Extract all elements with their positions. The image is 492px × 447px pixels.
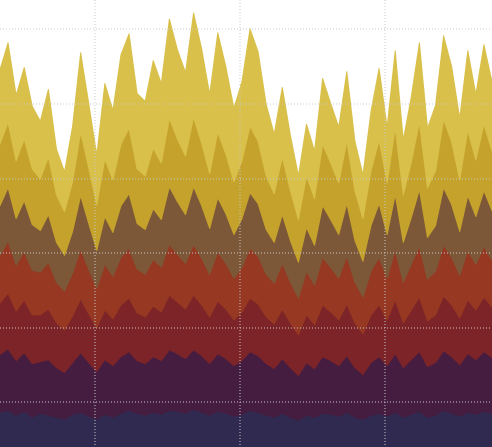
area-layer-1: [0, 408, 492, 447]
area-layer-7: [0, 12, 492, 221]
stream-layers: [0, 12, 492, 447]
